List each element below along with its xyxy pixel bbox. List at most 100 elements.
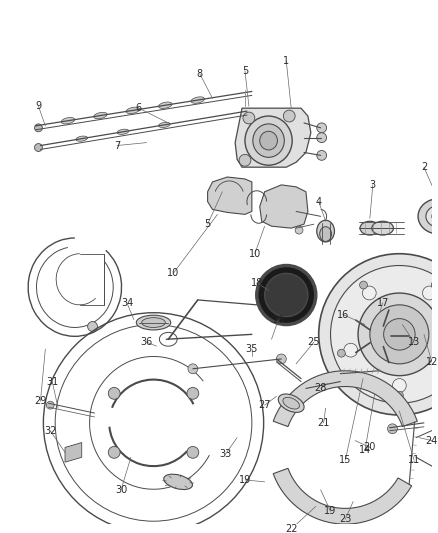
- Circle shape: [257, 265, 316, 325]
- Text: 35: 35: [246, 344, 258, 354]
- Text: 23: 23: [339, 514, 351, 524]
- Circle shape: [239, 155, 251, 166]
- Circle shape: [187, 447, 199, 458]
- Polygon shape: [273, 469, 412, 524]
- Text: 28: 28: [314, 383, 327, 393]
- Circle shape: [188, 364, 198, 374]
- Circle shape: [384, 319, 415, 350]
- Circle shape: [295, 226, 303, 234]
- Text: 5: 5: [242, 66, 248, 76]
- Text: 13: 13: [408, 337, 420, 347]
- Text: 15: 15: [339, 455, 351, 465]
- Text: 6: 6: [136, 103, 142, 113]
- Ellipse shape: [381, 371, 395, 380]
- Circle shape: [317, 133, 327, 143]
- Circle shape: [370, 305, 429, 364]
- Text: 30: 30: [115, 484, 127, 495]
- Text: 18: 18: [251, 278, 263, 288]
- Text: 26: 26: [272, 314, 285, 325]
- Ellipse shape: [136, 315, 171, 330]
- Text: 27: 27: [258, 400, 271, 410]
- Circle shape: [358, 293, 438, 376]
- Text: 17: 17: [376, 298, 389, 308]
- Ellipse shape: [283, 398, 300, 409]
- Ellipse shape: [371, 328, 389, 345]
- Text: 7: 7: [114, 141, 120, 150]
- Circle shape: [317, 150, 327, 160]
- Text: 19: 19: [239, 475, 251, 485]
- Circle shape: [396, 391, 403, 399]
- Ellipse shape: [61, 117, 75, 124]
- Circle shape: [353, 349, 359, 356]
- Circle shape: [362, 286, 376, 300]
- Circle shape: [423, 286, 436, 300]
- Text: 10: 10: [167, 269, 179, 278]
- Circle shape: [319, 254, 438, 415]
- Text: 33: 33: [219, 449, 231, 459]
- Polygon shape: [273, 371, 417, 426]
- Circle shape: [317, 123, 327, 133]
- Polygon shape: [260, 185, 308, 228]
- Text: 34: 34: [121, 298, 133, 308]
- Ellipse shape: [126, 107, 140, 114]
- Ellipse shape: [320, 227, 332, 241]
- Ellipse shape: [426, 206, 438, 227]
- Circle shape: [360, 281, 367, 289]
- Circle shape: [35, 124, 42, 132]
- Text: 19: 19: [325, 506, 337, 516]
- Circle shape: [108, 447, 120, 458]
- Ellipse shape: [76, 136, 88, 141]
- Circle shape: [187, 387, 199, 399]
- Polygon shape: [65, 442, 82, 462]
- Ellipse shape: [377, 369, 399, 383]
- Text: 31: 31: [46, 376, 58, 386]
- Ellipse shape: [245, 116, 292, 165]
- Ellipse shape: [260, 131, 277, 150]
- Circle shape: [406, 333, 413, 340]
- Text: 11: 11: [408, 455, 420, 465]
- Circle shape: [108, 387, 120, 399]
- Circle shape: [363, 525, 371, 533]
- Text: 29: 29: [34, 396, 46, 406]
- Ellipse shape: [159, 102, 172, 108]
- Text: 5: 5: [205, 219, 211, 229]
- Text: 1: 1: [283, 56, 290, 66]
- Circle shape: [431, 281, 438, 289]
- Ellipse shape: [164, 474, 192, 489]
- Ellipse shape: [253, 124, 284, 157]
- Text: 21: 21: [318, 418, 330, 428]
- Circle shape: [331, 265, 438, 403]
- Circle shape: [337, 349, 345, 357]
- Ellipse shape: [418, 199, 438, 234]
- Ellipse shape: [360, 221, 380, 235]
- Polygon shape: [208, 177, 252, 214]
- Text: 2: 2: [421, 162, 427, 172]
- Text: 4: 4: [316, 197, 322, 207]
- Circle shape: [353, 317, 359, 324]
- Circle shape: [243, 112, 255, 124]
- Circle shape: [385, 359, 392, 366]
- Circle shape: [283, 110, 295, 122]
- Text: 25: 25: [307, 337, 320, 347]
- Ellipse shape: [142, 318, 165, 327]
- Text: 36: 36: [141, 337, 153, 347]
- Text: 16: 16: [337, 310, 350, 320]
- Ellipse shape: [278, 394, 304, 413]
- Circle shape: [388, 424, 397, 434]
- Ellipse shape: [117, 129, 129, 134]
- Text: 20: 20: [364, 442, 376, 453]
- Ellipse shape: [159, 122, 170, 127]
- Polygon shape: [235, 108, 311, 167]
- Ellipse shape: [372, 221, 393, 235]
- Text: 32: 32: [44, 426, 57, 435]
- Circle shape: [276, 354, 286, 364]
- Circle shape: [265, 273, 308, 317]
- Ellipse shape: [432, 211, 438, 222]
- Ellipse shape: [346, 305, 413, 368]
- Circle shape: [392, 378, 406, 392]
- Text: 12: 12: [426, 357, 438, 367]
- Circle shape: [46, 401, 54, 409]
- Circle shape: [344, 343, 357, 357]
- Ellipse shape: [355, 313, 404, 359]
- Text: 8: 8: [197, 69, 203, 79]
